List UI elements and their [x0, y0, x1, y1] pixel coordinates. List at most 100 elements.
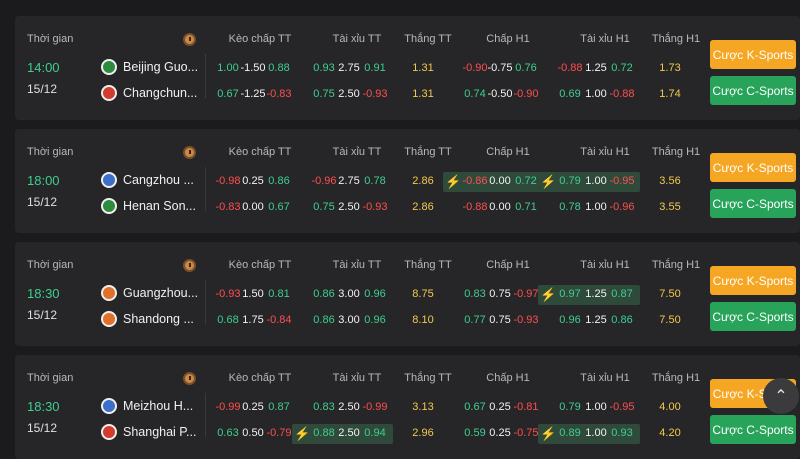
odds-t2[interactable]: 2.50 — [338, 88, 360, 100]
odds-wh[interactable]: 4.00 — [659, 401, 681, 413]
odds-t2[interactable]: 2.50 — [338, 427, 360, 439]
odds-k1[interactable]: -0.93 — [215, 288, 241, 300]
home-team[interactable]: Cangzhou ... — [101, 171, 194, 189]
odds-c2[interactable]: 0.75 — [489, 288, 511, 300]
odds-h3[interactable]: 0.86 — [611, 314, 633, 326]
odds-c2[interactable]: 0.00 — [489, 201, 511, 213]
odds-t1[interactable]: 0.93 — [313, 62, 335, 74]
odds-k1[interactable]: 1.00 — [217, 62, 239, 74]
scroll-top-button[interactable]: ⌃ — [763, 378, 799, 414]
odds-k1[interactable]: 0.67 — [217, 88, 239, 100]
odds-k1[interactable]: 0.63 — [217, 427, 239, 439]
odds-k3[interactable]: 0.81 — [268, 288, 290, 300]
odds-t3[interactable]: -0.93 — [362, 88, 388, 100]
away-team[interactable]: Shanghai P... — [101, 423, 196, 441]
odds-c1[interactable]: 0.74 — [464, 88, 486, 100]
odds-w[interactable]: 2.96 — [412, 427, 434, 439]
odds-wh[interactable]: 7.50 — [659, 288, 681, 300]
odds-t3[interactable]: -0.99 — [362, 401, 388, 413]
odds-c2[interactable]: 0.25 — [489, 427, 511, 439]
odds-w[interactable]: 8.75 — [412, 288, 434, 300]
odds-w[interactable]: 3.13 — [412, 401, 434, 413]
odds-h1[interactable]: 0.96 — [559, 314, 581, 326]
odds-wh[interactable]: 1.73 — [659, 62, 681, 74]
odds-h3[interactable]: -0.95 — [609, 175, 635, 187]
odds-c3[interactable]: 0.72 — [515, 175, 537, 187]
odds-h1[interactable]: 0.97 — [559, 288, 581, 300]
odds-t3[interactable]: 0.78 — [364, 175, 386, 187]
odds-c3[interactable]: 0.76 — [515, 62, 537, 74]
odds-k1[interactable]: -0.98 — [215, 175, 241, 187]
odds-wh[interactable]: 3.56 — [659, 175, 681, 187]
odds-h2[interactable]: 1.25 — [585, 314, 607, 326]
clock-icon[interactable] — [183, 372, 196, 385]
odds-k3[interactable]: -0.83 — [266, 88, 292, 100]
clock-icon[interactable] — [183, 259, 196, 272]
home-team[interactable]: Guangzhou... — [101, 284, 198, 302]
odds-t2[interactable]: 2.75 — [338, 175, 360, 187]
odds-c3[interactable]: -0.81 — [513, 401, 539, 413]
away-team[interactable]: Shandong ... — [101, 310, 194, 328]
odds-c1[interactable]: 0.77 — [464, 314, 486, 326]
odds-k2[interactable]: 1.75 — [242, 314, 264, 326]
odds-k3[interactable]: 0.88 — [268, 62, 290, 74]
odds-t3[interactable]: 0.91 — [364, 62, 386, 74]
odds-t2[interactable]: 2.50 — [338, 401, 360, 413]
odds-w[interactable]: 1.31 — [412, 62, 434, 74]
odds-w[interactable]: 8.10 — [412, 314, 434, 326]
odds-c1[interactable]: 0.67 — [464, 401, 486, 413]
clock-icon[interactable] — [183, 146, 196, 159]
odds-h3[interactable]: 0.93 — [611, 427, 633, 439]
odds-c1[interactable]: 0.83 — [464, 288, 486, 300]
odds-h2[interactable]: 1.00 — [585, 201, 607, 213]
odds-h3[interactable]: 0.87 — [611, 288, 633, 300]
odds-k2[interactable]: 0.25 — [242, 401, 264, 413]
odds-k3[interactable]: 0.67 — [268, 201, 290, 213]
odds-h3[interactable]: -0.95 — [609, 401, 635, 413]
odds-c2[interactable]: 0.00 — [489, 175, 511, 187]
odds-c3[interactable]: -0.75 — [513, 427, 539, 439]
odds-h3[interactable]: -0.88 — [609, 88, 635, 100]
bet-k-sports-button[interactable]: Cược K-Sports — [710, 40, 796, 69]
away-team[interactable]: Henan Son... — [101, 197, 196, 215]
bet-c-sports-button[interactable]: Cược C-Sports — [710, 76, 796, 105]
away-team[interactable]: Changchun... — [101, 84, 197, 102]
odds-t1[interactable]: 0.88 — [313, 427, 335, 439]
odds-h2[interactable]: 1.25 — [585, 62, 607, 74]
odds-k2[interactable]: -1.50 — [240, 62, 266, 74]
odds-c2[interactable]: -0.50 — [487, 88, 513, 100]
odds-k1[interactable]: -0.83 — [215, 201, 241, 213]
odds-h3[interactable]: -0.96 — [609, 201, 635, 213]
odds-k2[interactable]: -1.25 — [240, 88, 266, 100]
odds-t1[interactable]: 0.83 — [313, 401, 335, 413]
odds-w[interactable]: 2.86 — [412, 175, 434, 187]
bet-c-sports-button[interactable]: Cược C-Sports — [710, 189, 796, 218]
odds-c1[interactable]: 0.59 — [464, 427, 486, 439]
bet-k-sports-button[interactable]: Cược K-Sports — [710, 266, 796, 295]
odds-t2[interactable]: 2.50 — [338, 201, 360, 213]
odds-t1[interactable]: 0.75 — [313, 201, 335, 213]
odds-t3[interactable]: -0.93 — [362, 201, 388, 213]
odds-k2[interactable]: 1.50 — [242, 288, 264, 300]
odds-t3[interactable]: 0.96 — [364, 288, 386, 300]
odds-c1[interactable]: -0.86 — [462, 175, 488, 187]
odds-k2[interactable]: 0.50 — [242, 427, 264, 439]
odds-h1[interactable]: 0.78 — [559, 201, 581, 213]
odds-t2[interactable]: 3.00 — [338, 288, 360, 300]
odds-c2[interactable]: 0.75 — [489, 314, 511, 326]
odds-t3[interactable]: 0.94 — [364, 427, 386, 439]
odds-w[interactable]: 2.86 — [412, 201, 434, 213]
home-team[interactable]: Meizhou H... — [101, 397, 193, 415]
odds-wh[interactable]: 4.20 — [659, 427, 681, 439]
odds-c3[interactable]: -0.93 — [513, 314, 539, 326]
odds-t1[interactable]: 0.86 — [313, 314, 335, 326]
odds-t3[interactable]: 0.96 — [364, 314, 386, 326]
odds-h1[interactable]: 0.89 — [559, 427, 581, 439]
bet-k-sports-button[interactable]: Cược K-Sports — [710, 153, 796, 182]
odds-h2[interactable]: 1.00 — [585, 175, 607, 187]
odds-wh[interactable]: 7.50 — [659, 314, 681, 326]
odds-k1[interactable]: -0.99 — [215, 401, 241, 413]
odds-c3[interactable]: -0.90 — [513, 88, 539, 100]
odds-t2[interactable]: 3.00 — [338, 314, 360, 326]
bet-c-sports-button[interactable]: Cược C-Sports — [710, 415, 796, 444]
